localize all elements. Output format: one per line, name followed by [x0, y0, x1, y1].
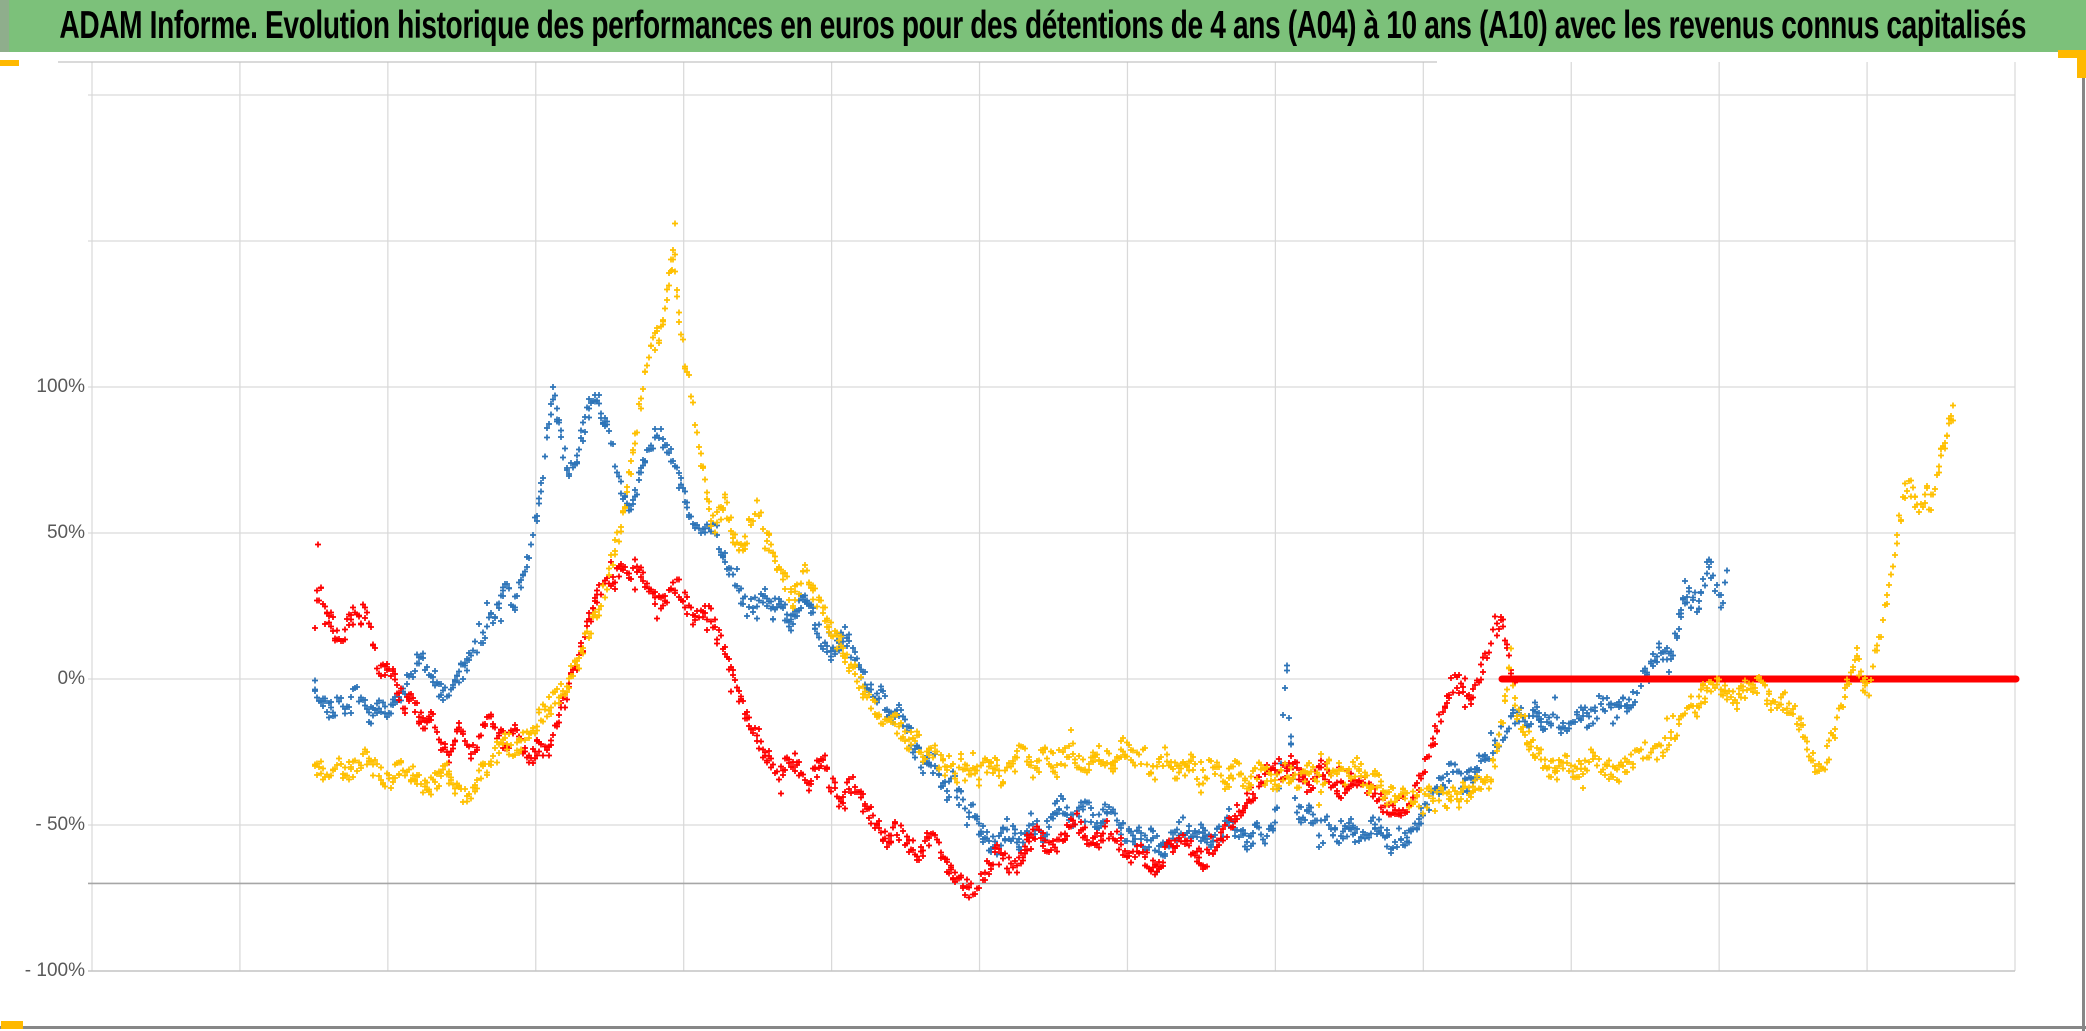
gridlines — [58, 61, 2016, 972]
y-tick-label: 0% — [57, 668, 85, 689]
series-red-markers — [312, 541, 1518, 901]
y-tick-label: 100% — [36, 376, 85, 397]
series-blue-markers — [312, 384, 1730, 875]
orange-border-mark-bottom-left — [1, 1021, 23, 1029]
sheet-right-edge-line — [2082, 56, 2085, 1031]
left-edge-sliver — [0, 0, 9, 52]
sheet-bottom-edge-line — [0, 1026, 2086, 1029]
y-tick-label: 50% — [46, 522, 85, 543]
title-bar: ADAM Informe. Evolution historique des p… — [0, 0, 2086, 52]
y-tick-label: - 50% — [35, 814, 85, 835]
y-axis: 100% 50% 0% - 50% - 100% — [0, 0, 85, 1031]
orange-border-mark-left — [0, 60, 19, 66]
orange-corner-mark-top-right-h — [2058, 50, 2086, 58]
series-markers — [312, 220, 2020, 901]
y-tick-label: - 100% — [24, 960, 85, 981]
series-yellow-markers — [312, 220, 1956, 817]
orange-corner-mark-top-right-v — [2077, 50, 2086, 78]
page-title: ADAM Informe. Evolution historique des p… — [59, 4, 2027, 47]
